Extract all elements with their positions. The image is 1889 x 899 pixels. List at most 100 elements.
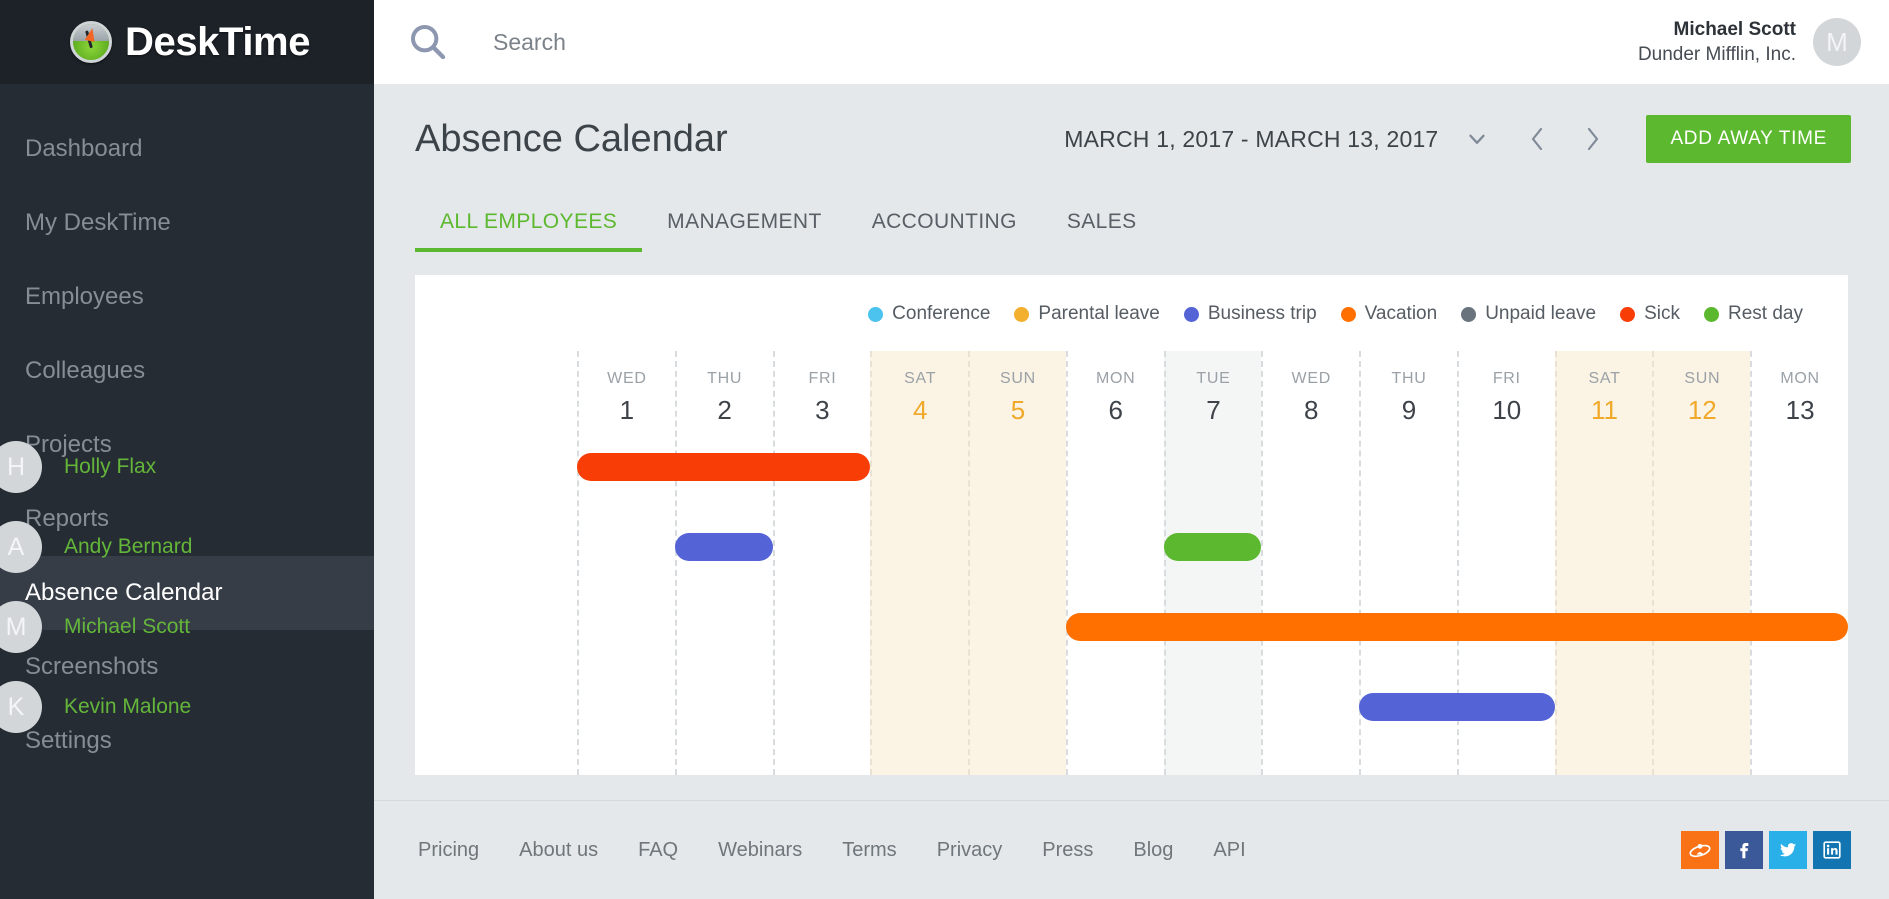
add-away-time-button[interactable]: ADD AWAY TIME — [1646, 115, 1851, 163]
day-number-label: 10 — [1492, 395, 1522, 425]
day-number-label: 11 — [1591, 395, 1619, 425]
page-header: Absence Calendar MARCH 1, 2017 - MARCH 1… — [374, 84, 1889, 194]
calendar-day-column[interactable]: WED 8 — [1261, 351, 1359, 775]
employee-label-cell[interactable]: M Michael Scott — [0, 587, 562, 667]
sidebar: DeskTime Dashboard My DeskTime Employees… — [0, 0, 374, 899]
twitter-icon[interactable] — [1769, 831, 1807, 869]
calendar-day-header: SUN 12 — [1654, 370, 1750, 426]
footer-link[interactable]: Blog — [1133, 838, 1174, 861]
tab-accounting[interactable]: ACCOUNTING — [847, 210, 1042, 252]
day-of-week-label: THU — [1391, 370, 1427, 387]
tab-sales[interactable]: SALES — [1042, 210, 1162, 252]
sidebar-item-colleagues[interactable]: Colleagues — [0, 334, 374, 408]
absence-bar[interactable] — [1065, 613, 1848, 641]
sidebar-item-my-desktime[interactable]: My DeskTime — [0, 186, 374, 260]
legend-color-dot — [1340, 306, 1356, 322]
sidebar-item-employees[interactable]: Employees — [0, 260, 374, 334]
tab-management[interactable]: MANAGEMENT — [642, 210, 847, 252]
calendar-day-column[interactable]: SAT 11 — [1554, 351, 1653, 775]
calendar-day-column[interactable]: MON 6 — [1065, 351, 1164, 775]
legend-label: Vacation — [1364, 303, 1438, 324]
legend-label: Parental leave — [1038, 303, 1160, 324]
footer-link[interactable]: About us — [519, 838, 599, 861]
sidebar-item-settings[interactable]: Settings — [0, 704, 374, 778]
sidebar-item-label: Screenshots — [25, 653, 159, 680]
legend-label: Business trip — [1207, 303, 1317, 324]
calendar-day-header: FRI 3 — [775, 370, 871, 426]
employee-label-cell[interactable]: H Holly Flax — [0, 427, 562, 507]
footer-link[interactable]: Terms — [842, 838, 897, 861]
calendar-columns: WED 1 THU 2 FRI 3 SAT 4 SUN 5 MON 6 TUE 7 WED 8 THU 9 FRI 1… — [577, 351, 1848, 775]
employee-name[interactable]: Kevin Malone — [64, 695, 192, 718]
calendar-day-column[interactable]: FRI 10 — [1456, 351, 1555, 775]
employee-name[interactable]: Andy Bernard — [64, 535, 193, 558]
calendar-day-column[interactable]: SUN 5 — [968, 351, 1066, 775]
date-range-label[interactable]: MARCH 1, 2017 - MARCH 13, 2017 — [1064, 125, 1439, 152]
calendar-day-column[interactable]: SAT 4 — [870, 351, 969, 775]
clock-gauge-icon — [70, 21, 112, 63]
tab-label: MANAGEMENT — [667, 210, 822, 233]
tab-label: SALES — [1066, 210, 1137, 233]
footer-link[interactable]: Privacy — [936, 838, 1003, 861]
footer-link[interactable]: Press — [1042, 838, 1094, 861]
day-of-week-label: WED — [607, 370, 647, 387]
footer-link[interactable]: FAQ — [638, 838, 679, 861]
day-number-label: 8 — [1304, 395, 1319, 425]
linkedin-icon[interactable] — [1813, 831, 1851, 869]
avatar[interactable]: M — [1813, 18, 1861, 66]
prev-period-button[interactable] — [1526, 124, 1550, 154]
sidebar-item-screenshots[interactable]: Screenshots — [0, 630, 374, 704]
footer-link[interactable]: Pricing — [418, 838, 480, 861]
day-of-week-label: MON — [1095, 370, 1136, 387]
legend-item: Business trip — [1183, 303, 1317, 325]
absence-bar[interactable] — [577, 453, 871, 481]
day-number-label: 5 — [1010, 395, 1026, 425]
user-menu[interactable]: Michael Scott Dunder Mifflin, Inc. M — [1638, 17, 1861, 67]
day-of-week-label: SAT — [904, 370, 937, 387]
user-text: Michael Scott Dunder Mifflin, Inc. — [1638, 17, 1796, 67]
chevron-down-icon[interactable] — [1464, 126, 1490, 152]
footer-link[interactable]: Webinars — [718, 838, 803, 861]
legend-label: Unpaid leave — [1485, 303, 1597, 324]
footer-links: Pricing About us FAQ Webinars Terms Privacy Pr… — [415, 839, 1246, 862]
topbar: Michael Scott Dunder Mifflin, Inc. M — [374, 0, 1889, 84]
draugiem-icon[interactable] — [1681, 831, 1719, 869]
calendar-day-header: MON 13 — [1752, 370, 1848, 426]
employee-name[interactable]: Michael Scott — [64, 615, 191, 638]
day-of-week-label: WED — [1291, 370, 1331, 387]
search-icon[interactable] — [408, 22, 448, 62]
day-number-label: 12 — [1687, 395, 1717, 425]
legend-label: Conference — [892, 303, 991, 324]
facebook-icon[interactable] — [1725, 831, 1763, 869]
tab-all-employees[interactable]: ALL EMPLOYEES — [415, 210, 643, 252]
page-title: Absence Calendar — [415, 117, 728, 160]
calendar-day-column[interactable]: FRI 3 — [772, 351, 871, 775]
absence-bar[interactable] — [1163, 533, 1262, 561]
sidebar-item-projects[interactable]: Projects — [0, 408, 374, 482]
calendar-day-column[interactable]: THU 2 — [674, 351, 773, 775]
absence-calendar-card: Conference Parental leave Business trip Vac… — [0, 275, 1848, 775]
employee-label-cell[interactable]: K Kevin Malone — [0, 667, 562, 747]
absence-bar[interactable] — [1359, 693, 1555, 721]
employee-name[interactable]: Holly Flax — [64, 455, 157, 478]
employee-label-cell[interactable]: A Andy Bernard — [0, 507, 562, 587]
calendar-day-column[interactable]: THU 9 — [1359, 351, 1457, 775]
calendar-day-column[interactable]: WED 1 — [577, 351, 675, 775]
sidebar-item-reports[interactable]: Reports — [0, 482, 374, 556]
sidebar-item-dashboard[interactable]: Dashboard — [0, 112, 374, 186]
calendar-day-column[interactable]: SUN 12 — [1652, 351, 1751, 775]
sidebar-item-label: My DeskTime — [25, 209, 171, 236]
footer-link[interactable]: API — [1213, 838, 1246, 861]
next-period-button[interactable] — [1580, 124, 1604, 154]
legend-label: Rest day — [1728, 303, 1803, 324]
absence-bar[interactable] — [674, 533, 773, 561]
calendar-day-column[interactable]: MON 13 — [1750, 351, 1848, 775]
brand-logo[interactable]: DeskTime — [0, 0, 374, 84]
calendar-day-header: FRI 10 — [1459, 370, 1555, 426]
employee-row: K Kevin Malone — [0, 667, 1848, 747]
calendar-day-column[interactable]: TUE 7 — [1163, 351, 1262, 775]
calendar-day-header: SAT 11 — [1557, 370, 1653, 426]
legend-color-dot — [1183, 306, 1199, 322]
search-input[interactable] — [493, 28, 1053, 56]
sidebar-item-absence-calendar[interactable]: Absence Calendar — [0, 556, 374, 630]
